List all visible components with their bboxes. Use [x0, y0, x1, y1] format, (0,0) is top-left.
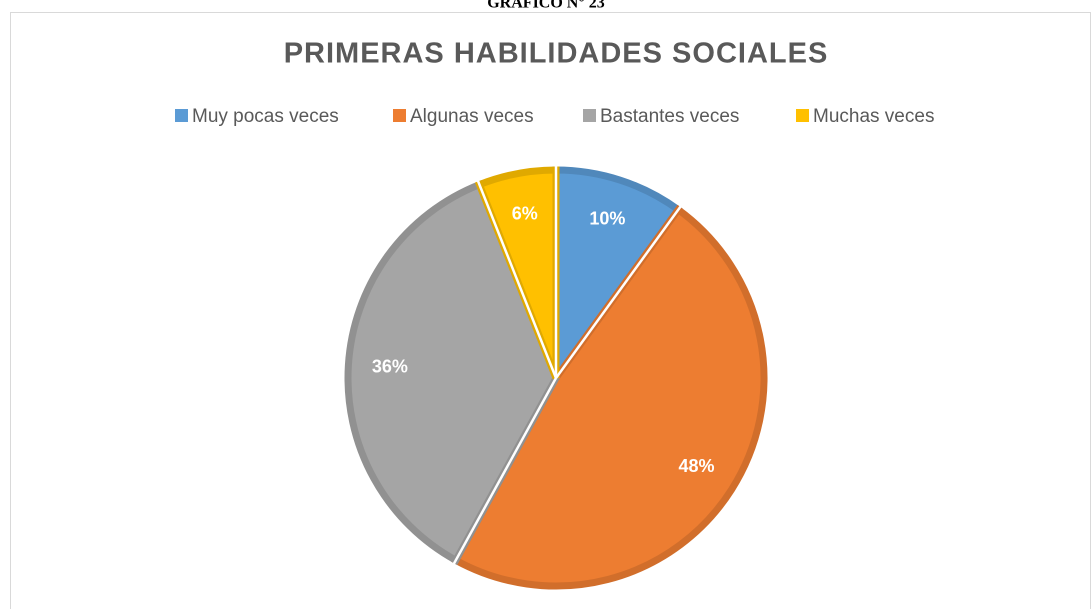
data-label: 6% — [512, 203, 538, 223]
pie-slice — [552, 166, 684, 389]
data-label: 48% — [678, 456, 714, 476]
legend-swatch — [175, 109, 188, 122]
slice-separator — [476, 180, 558, 379]
legend-swatch — [796, 109, 809, 122]
legend-label: Muchas veces — [813, 106, 934, 127]
legend-swatch — [393, 109, 406, 122]
legend-swatch — [583, 109, 596, 122]
pie-slice — [451, 204, 768, 590]
legend-label: Muy pocas veces — [192, 106, 339, 127]
slice-separator — [554, 205, 682, 379]
legend-label: Bastantes veces — [600, 106, 739, 127]
data-label: 36% — [372, 356, 408, 376]
slice-separator — [452, 377, 558, 565]
caption: GRÁFICO N° 23 — [487, 0, 605, 12]
pie-slice — [344, 180, 560, 566]
chart-title: PRIMERAS HABILIDADES SOCIALES — [284, 38, 829, 70]
data-label: 10% — [589, 208, 625, 228]
legend-label: Algunas veces — [410, 106, 534, 127]
